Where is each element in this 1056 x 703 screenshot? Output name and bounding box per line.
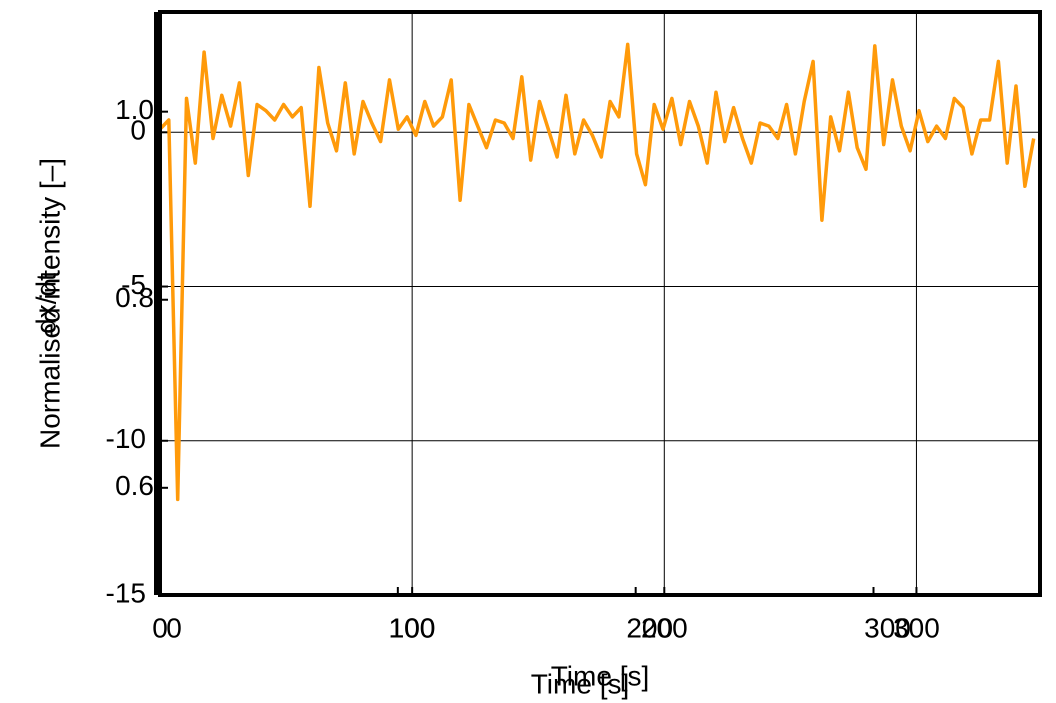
y-tick-label: -5	[121, 269, 146, 300]
y-tick-label: 1.0	[115, 94, 154, 125]
x-tick-label: 100	[389, 612, 436, 643]
x-tick-label: 300	[893, 612, 940, 643]
y-tick-label: 0	[130, 115, 146, 146]
x-axis-label: Time [s]	[551, 660, 650, 691]
x-tick-label: 300	[864, 612, 911, 643]
x-tick-label: 200	[641, 612, 688, 643]
line-series	[158, 42, 1036, 502]
x-tick-label: 200	[626, 612, 673, 643]
y-tick-label: -10	[106, 423, 146, 454]
x-tick-label: 0	[152, 612, 168, 643]
y-tick-label: -15	[106, 577, 146, 608]
x-tick-label: 100	[388, 612, 435, 643]
x-tick-label: 0	[166, 612, 182, 643]
y-tick-label: 0.8	[115, 282, 154, 313]
x-axis-label: Time [s]	[531, 668, 630, 699]
y-tick-label: 0.6	[115, 470, 154, 501]
y-axis-label: dx/dt	[30, 273, 61, 334]
plot-frame	[158, 10, 1042, 597]
y-axis-label: Normalised intensity [–]	[34, 158, 65, 449]
